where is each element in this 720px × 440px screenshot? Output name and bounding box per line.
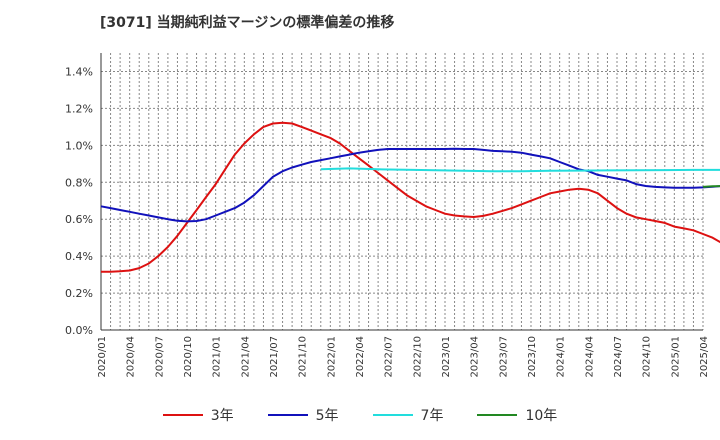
x-tick-label: 2025/04	[699, 336, 710, 378]
y-tick-label: 0.4%	[65, 250, 93, 263]
y-tick-label: 0.8%	[65, 176, 93, 189]
x-tick-label: 2024/04	[584, 336, 595, 378]
legend-swatch-5y	[267, 414, 308, 416]
legend-swatch-7y	[372, 414, 413, 416]
x-tick-label: 2020/10	[183, 336, 194, 378]
x-tick-label: 2025/01	[670, 336, 681, 378]
x-tick-label: 2022/07	[384, 336, 395, 378]
x-tick-label: 2022/10	[412, 336, 423, 378]
x-tick-label: 2023/10	[527, 336, 538, 378]
y-tick-label: 0.6%	[65, 213, 93, 226]
legend-item-10y: 10年	[477, 405, 557, 425]
legend-item-5y: 5年	[267, 405, 339, 425]
x-tick-label: 2023/04	[470, 336, 481, 378]
legend-swatch-3y	[162, 414, 203, 416]
x-tick-label: 2023/07	[498, 336, 509, 378]
series-line-10y	[702, 185, 720, 188]
legend-item-7y: 7年	[372, 405, 444, 425]
x-tick-label: 2021/04	[240, 336, 251, 378]
x-tick-label: 2024/01	[556, 336, 567, 378]
y-tick-label: 0.2%	[65, 287, 93, 300]
x-tick-label: 2020/01	[97, 336, 108, 378]
legend-label-5y: 5年	[315, 408, 339, 424]
series-line-7y	[320, 167, 720, 173]
legend: 3年 5年 7年 10年	[0, 405, 720, 425]
y-tick-label: 1.2%	[65, 102, 93, 115]
y-tick-label: 1.4%	[65, 65, 93, 78]
x-tick-label: 2024/07	[613, 336, 624, 378]
x-tick-label: 2023/01	[441, 336, 452, 378]
x-tick-label: 2022/04	[355, 336, 366, 378]
series-line-5y	[100, 147, 720, 223]
chart-title: [3071] 当期純利益マージンの標準偏差の推移	[100, 15, 395, 31]
x-tick-label: 2021/07	[269, 336, 280, 378]
series-line-3y	[101, 121, 720, 273]
y-tick-label: 1.0%	[65, 139, 93, 152]
x-tick-label: 2020/04	[126, 336, 137, 378]
y-tick-label: 0.0%	[65, 324, 93, 337]
x-tick-label: 2021/10	[298, 336, 309, 378]
x-tick-label: 2024/10	[642, 336, 653, 378]
legend-label-3y: 3年	[210, 408, 234, 424]
legend-item-3y: 3年	[162, 405, 234, 425]
legend-swatch-10y	[477, 414, 518, 416]
x-tick-label: 2020/07	[154, 336, 165, 378]
legend-label-10y: 10年	[525, 408, 558, 424]
legend-label-7y: 7年	[420, 408, 444, 424]
x-tick-label: 2021/01	[212, 336, 223, 378]
x-tick-label: 2022/01	[326, 336, 337, 378]
